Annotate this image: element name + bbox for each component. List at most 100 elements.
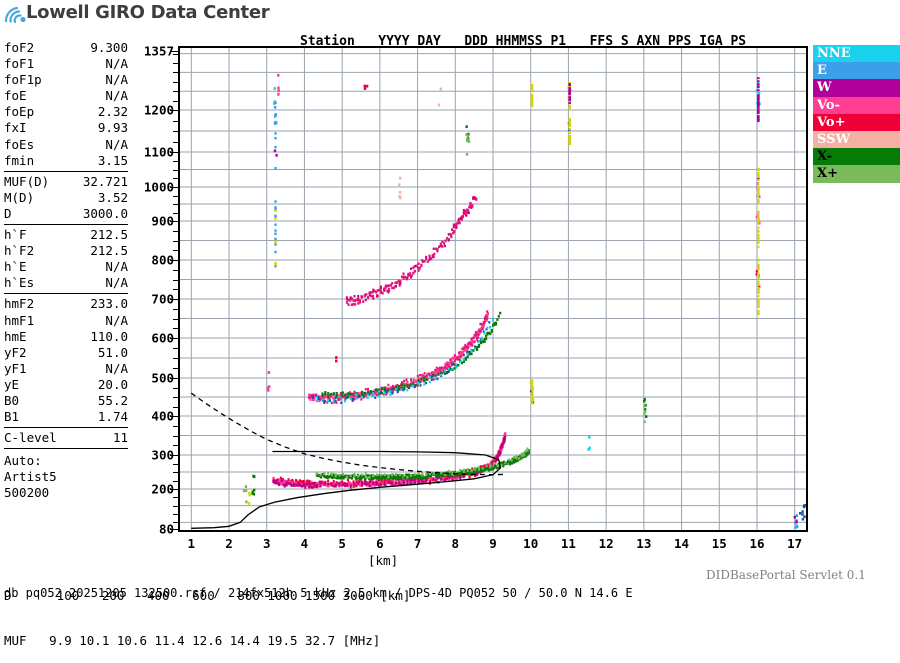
param-group-profile: hmF2233.0 hmF1N/A hmE110.0 yF251.0 yF1N/… bbox=[4, 296, 128, 425]
param-value: 20.0 bbox=[98, 377, 128, 393]
param-row: hmE 110.0 bbox=[4, 329, 128, 345]
x-tick-label: 3 bbox=[263, 536, 271, 551]
divider bbox=[4, 427, 128, 428]
param-value: N/A bbox=[105, 275, 128, 291]
legend-item-x[interactable]: X+ bbox=[813, 165, 900, 182]
y-tick-major bbox=[170, 338, 178, 339]
param-key: foEs bbox=[4, 137, 34, 153]
y-tick-major bbox=[170, 152, 178, 153]
param-value: N/A bbox=[105, 313, 128, 329]
param-key: hmF1 bbox=[4, 313, 34, 329]
legend-item-w[interactable]: W bbox=[813, 79, 900, 96]
autoscaler-label: Auto: bbox=[4, 453, 128, 469]
param-value: N/A bbox=[105, 72, 128, 88]
param-value: 3000.0 bbox=[83, 206, 128, 222]
param-key: foE bbox=[4, 88, 27, 104]
param-row: foF1p N/A bbox=[4, 72, 128, 88]
param-row: h`F 212.5 bbox=[4, 227, 128, 243]
y-tick-major bbox=[170, 416, 178, 417]
x-tick-label: 17 bbox=[787, 536, 802, 551]
param-key: B0 bbox=[4, 393, 19, 409]
param-value: 51.0 bbox=[98, 345, 128, 361]
param-row: B1 1.74 bbox=[4, 409, 128, 425]
param-key: yF1 bbox=[4, 361, 27, 377]
param-key: yE bbox=[4, 377, 19, 393]
param-value: N/A bbox=[105, 259, 128, 275]
param-value: 1.74 bbox=[98, 409, 128, 425]
param-key: C-level bbox=[4, 430, 57, 446]
param-key: foF1p bbox=[4, 72, 42, 88]
ionogram-canvas bbox=[180, 48, 806, 530]
param-value: N/A bbox=[105, 361, 128, 377]
divider bbox=[4, 224, 128, 225]
param-row: fmin 3.15 bbox=[4, 153, 128, 169]
legend-item-ssw[interactable]: SSW bbox=[813, 131, 900, 148]
param-key: M(D) bbox=[4, 190, 34, 206]
y-tick-major bbox=[170, 187, 178, 188]
param-value: 2.32 bbox=[98, 104, 128, 120]
param-value: 9.93 bbox=[98, 120, 128, 136]
param-key: h`F bbox=[4, 227, 27, 243]
x-tick-label: 5 bbox=[338, 536, 346, 551]
muf-distance-table: D 100 200 400 600 800 1000 1500 3000 [km… bbox=[4, 558, 410, 663]
x-tick-label: 11 bbox=[561, 536, 576, 551]
x-tick-label: 10 bbox=[523, 536, 538, 551]
param-key: B1 bbox=[4, 409, 19, 425]
param-group-confidence: C-level11 bbox=[4, 430, 128, 446]
param-key: hmF2 bbox=[4, 296, 34, 312]
ionogram-plot[interactable] bbox=[178, 46, 808, 532]
param-key: hmE bbox=[4, 329, 27, 345]
param-row: C-level11 bbox=[4, 430, 128, 446]
x-tick-label: 16 bbox=[749, 536, 764, 551]
legend-item-nne[interactable]: NNE bbox=[813, 45, 900, 62]
legend-item-vo[interactable]: Vo- bbox=[813, 97, 900, 114]
y-tick-major bbox=[170, 529, 178, 530]
param-row: hmF2 233.0 bbox=[4, 296, 128, 312]
y-axis-labels: 8020030040050060070080090010001100120013… bbox=[126, 46, 174, 532]
y-tick-major bbox=[170, 455, 178, 456]
legend-item-x[interactable]: X- bbox=[813, 148, 900, 165]
autoscaler-name: Artist5 bbox=[4, 469, 128, 485]
param-row: h`F2212.5 bbox=[4, 243, 128, 259]
param-row: fxI 9.93 bbox=[4, 120, 128, 136]
divider bbox=[4, 448, 128, 449]
autoscaler-version: 500200 bbox=[4, 485, 128, 501]
param-row: h`EsN/A bbox=[4, 275, 128, 291]
param-key: fmin bbox=[4, 153, 34, 169]
param-row: hmF1 N/A bbox=[4, 313, 128, 329]
servlet-version-label: DIDBasePortal Servlet 0.1 bbox=[706, 568, 866, 582]
param-value: 3.15 bbox=[98, 153, 128, 169]
divider bbox=[4, 171, 128, 172]
param-row: B055.2 bbox=[4, 393, 128, 409]
echo-direction-legend: NNEEWVo-Vo+SSWX-X+ bbox=[813, 45, 900, 183]
param-value: 233.0 bbox=[90, 296, 128, 312]
param-row: yE 20.0 bbox=[4, 377, 128, 393]
legend-item-vo[interactable]: Vo+ bbox=[813, 114, 900, 131]
param-key: D bbox=[4, 206, 12, 222]
x-tick-label: 8 bbox=[452, 536, 460, 551]
param-row: foEp 2.32 bbox=[4, 104, 128, 120]
x-tick-label: 4 bbox=[301, 536, 309, 551]
param-key: h`F2 bbox=[4, 243, 34, 259]
param-key: fxI bbox=[4, 120, 27, 136]
y-tick-major bbox=[170, 378, 178, 379]
branding-logo: Lowell GIRO Data Center bbox=[4, 2, 204, 28]
param-group-muf: MUF(D)32.721 M(D)3.52 D3000.0 bbox=[4, 174, 128, 222]
x-tick-label: 7 bbox=[414, 536, 422, 551]
wifi-arc-icon bbox=[4, 5, 26, 25]
param-row: foF1N/A bbox=[4, 56, 128, 72]
legend-item-e[interactable]: E bbox=[813, 62, 900, 79]
y-tick-major bbox=[170, 110, 178, 111]
param-value: 110.0 bbox=[90, 329, 128, 345]
y-axis-ticks bbox=[170, 46, 178, 532]
x-tick-label: 1 bbox=[188, 536, 196, 551]
param-key: foF2 bbox=[4, 40, 34, 56]
x-tick-label: 6 bbox=[376, 536, 384, 551]
y-tick-major bbox=[170, 299, 178, 300]
param-key: foEp bbox=[4, 104, 34, 120]
muf-table-muf-row: MUF 9.9 10.1 10.6 11.4 12.6 14.4 19.5 32… bbox=[4, 633, 410, 648]
param-row: MUF(D)32.721 bbox=[4, 174, 128, 190]
logo-text: Lowell GIRO Data Center bbox=[26, 2, 269, 23]
y-tick-major bbox=[170, 489, 178, 490]
param-value: 212.5 bbox=[90, 227, 128, 243]
